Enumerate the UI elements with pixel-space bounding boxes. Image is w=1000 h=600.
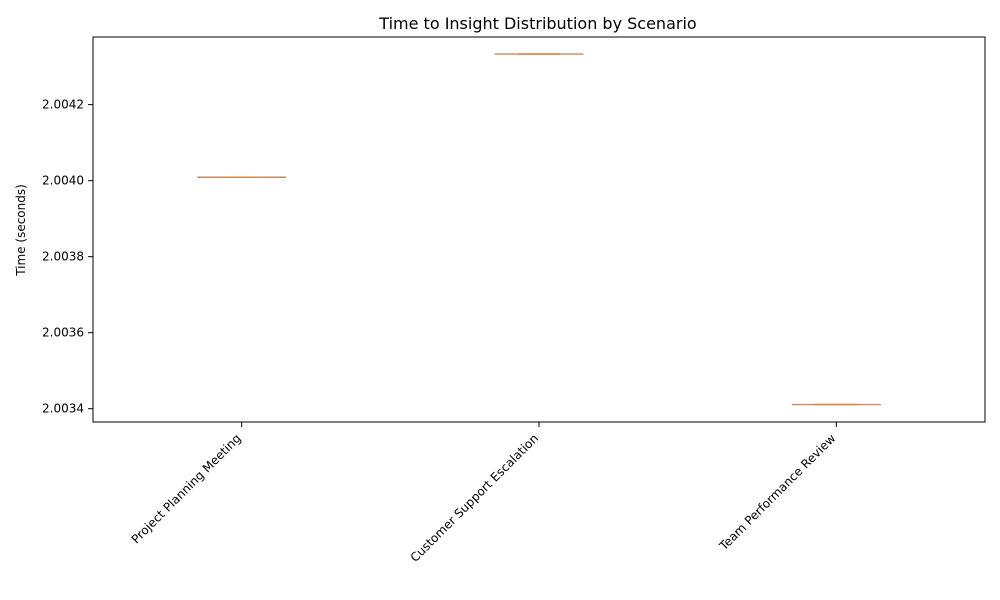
- chart-title: Time to Insight Distribution by Scenario: [378, 14, 696, 33]
- x-tick-label: Team Performance Review: [716, 431, 839, 554]
- y-axis-label: Time (seconds): [14, 184, 28, 277]
- y-tick-label: 2.0034: [42, 402, 84, 416]
- y-tick-label: 2.0038: [42, 250, 84, 264]
- x-tick-label: Project Planning Meeting: [129, 431, 244, 546]
- y-tick-label: 2.0036: [42, 326, 84, 340]
- x-tick-label: Customer Support Escalation: [408, 431, 542, 565]
- plot-frame: [92, 36, 986, 423]
- plot-area: 2.0034 2.0036 2.0038 2.0040 2.0042 Project Pl…: [42, 36, 986, 565]
- y-tick-label: 2.0042: [42, 98, 84, 112]
- y-tick-label: 2.0040: [42, 174, 84, 188]
